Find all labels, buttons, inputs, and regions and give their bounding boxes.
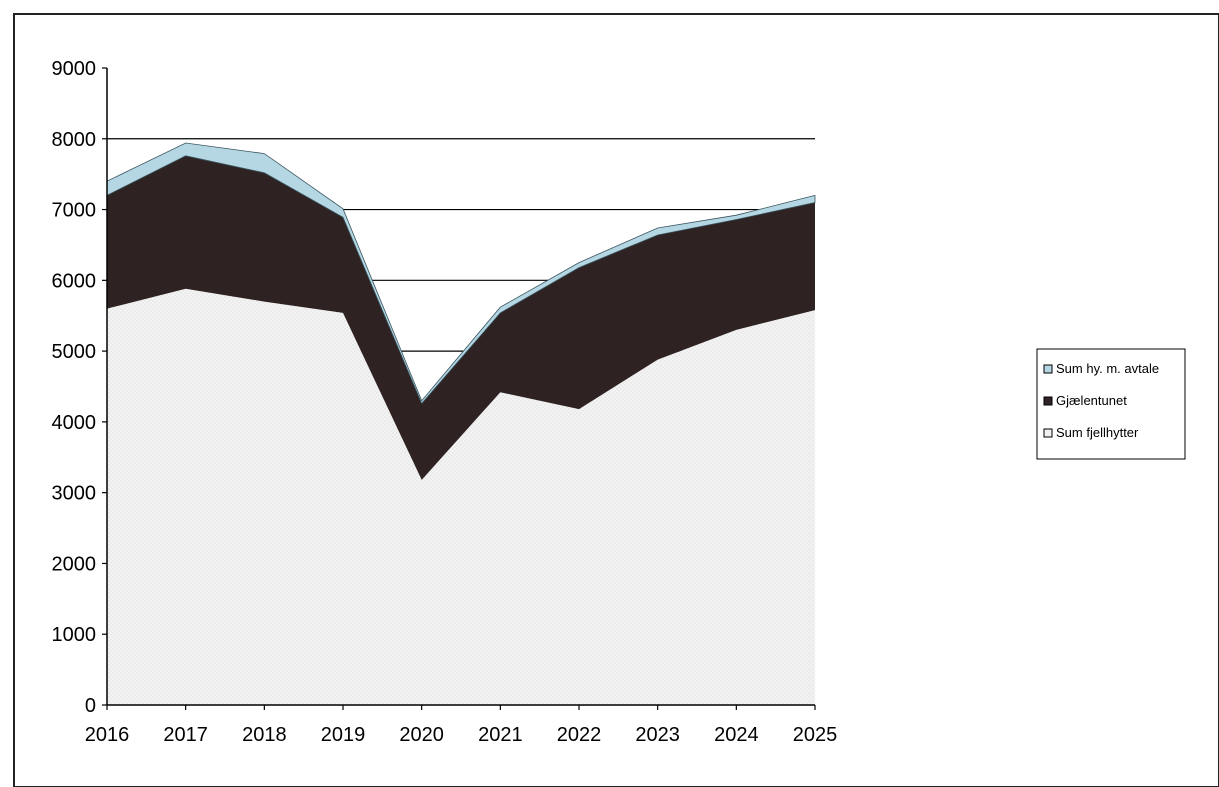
y-tick-label: 4000 bbox=[52, 412, 97, 434]
x-tick-label: 2016 bbox=[85, 724, 130, 746]
legend-swatch bbox=[1043, 396, 1053, 406]
y-tick-label: 5000 bbox=[52, 341, 97, 363]
x-tick-label: 2018 bbox=[242, 724, 287, 746]
y-tick-label: 9000 bbox=[52, 58, 97, 80]
legend-box bbox=[1036, 348, 1186, 460]
y-tick-label: 7000 bbox=[52, 200, 97, 222]
axis-layer bbox=[106, 68, 815, 706]
legend-swatch bbox=[1043, 428, 1053, 438]
area-series-0 bbox=[107, 288, 815, 705]
y-tick-label: 3000 bbox=[52, 483, 97, 505]
x-tick-label: 2021 bbox=[478, 724, 523, 746]
chart-border bbox=[13, 13, 1219, 787]
x-tick-label: 2020 bbox=[399, 724, 444, 746]
legend-label: Sum hy. m. avtale bbox=[1056, 361, 1159, 376]
y-tick-label: 1000 bbox=[52, 624, 97, 646]
legend-swatch bbox=[1043, 364, 1053, 374]
y-tick-label: 6000 bbox=[52, 270, 97, 292]
y-tick-label: 8000 bbox=[52, 129, 97, 151]
y-tick-labels: 0 1000 2000 3000 4000 5000 6000 7000 8000 9000 bbox=[52, 58, 107, 717]
area-layer bbox=[106, 142, 816, 705]
y-tick-label: 2000 bbox=[52, 553, 97, 575]
y-tick-label: 0 bbox=[85, 695, 96, 717]
x-tick-label: 2024 bbox=[714, 724, 759, 746]
area-series-2 bbox=[106, 142, 816, 405]
x-tick-labels: 2016 2017 2018 2019 2020 2021 2022 2023 2024 2025 bbox=[85, 705, 838, 746]
x-tick-label: 2019 bbox=[321, 724, 366, 746]
legend-label: Sum fjellhytter bbox=[1056, 425, 1139, 440]
legend: Sum hy. m. avtale Gjælentunet Sum fjellhyt… bbox=[1036, 348, 1186, 460]
area-series-1 bbox=[107, 155, 815, 480]
x-tick-label: 2023 bbox=[635, 724, 680, 746]
legend-label: Gjælentunet bbox=[1056, 393, 1127, 408]
x-tick-label: 2022 bbox=[557, 724, 602, 746]
x-tick-label: 2017 bbox=[163, 724, 208, 746]
x-tick-label: 2025 bbox=[793, 724, 838, 746]
